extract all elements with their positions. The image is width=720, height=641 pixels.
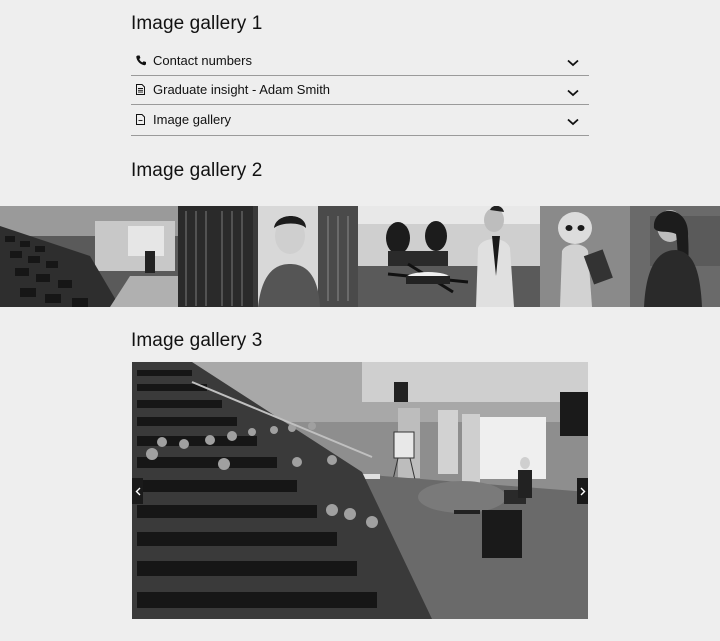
gallery-photo-student-servers[interactable] <box>178 206 358 307</box>
phone-icon <box>131 55 153 66</box>
gallery-3-slide[interactable] <box>132 362 588 619</box>
document-icon <box>131 84 153 96</box>
image-strip <box>0 206 720 307</box>
gallery-photo-auditorium <box>132 362 588 619</box>
chevron-down-icon[interactable] <box>567 84 579 102</box>
gallery-1-heading: Image gallery 1 <box>131 13 263 34</box>
chevron-down-icon[interactable] <box>567 54 579 72</box>
accordion-item-label: Image gallery <box>153 112 232 128</box>
gallery-photo-drone[interactable] <box>358 206 540 307</box>
gallery-3-heading: Image gallery 3 <box>131 330 263 351</box>
gallery-2-heading: Image gallery 2 <box>131 160 263 181</box>
accordion-item-image-gallery[interactable]: Image gallery <box>131 105 589 135</box>
chevron-left-icon <box>135 487 140 495</box>
file-icon <box>131 114 153 126</box>
gallery-photo-lecture-theatre[interactable] <box>0 206 178 307</box>
chevron-right-icon <box>580 487 585 495</box>
accordion-item-label: Contact numbers <box>153 52 252 68</box>
carousel-prev-button[interactable] <box>132 478 143 504</box>
accordion: Contact numbers Graduate insight - Adam … <box>131 46 589 136</box>
accordion-item-label: Graduate insight - Adam Smith <box>153 82 331 98</box>
chevron-down-icon[interactable] <box>567 113 579 131</box>
accordion-item-graduate-insight[interactable]: Graduate insight - Adam Smith <box>131 76 589 105</box>
carousel-next-button[interactable] <box>577 478 588 504</box>
accordion-item-contact-numbers[interactable]: Contact numbers <box>131 46 589 76</box>
gallery-photo-robot[interactable] <box>540 206 720 307</box>
